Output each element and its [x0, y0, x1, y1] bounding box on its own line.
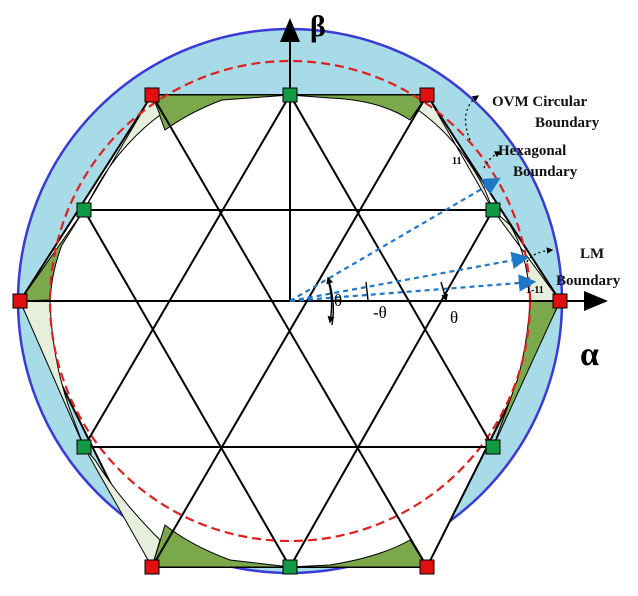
small-tag: 11 [452, 156, 461, 167]
red-marker [419, 87, 435, 103]
lm-boundary-label-2: Boundary [556, 273, 621, 289]
triangle-grid [20, 94, 560, 568]
ovm-boundary-label-1: OVM Circular [492, 94, 587, 110]
green-marker [76, 439, 92, 455]
green-marker [282, 559, 298, 575]
red-marker [144, 559, 160, 575]
red-marker [419, 559, 435, 575]
red-marker [552, 293, 568, 309]
lm-boundary-label-1: LM [580, 246, 604, 262]
neg-theta-label: -θ [373, 303, 387, 322]
leader-lines [464, 95, 554, 263]
theta-label-2: θ [450, 308, 458, 327]
beta-label: β [310, 10, 326, 43]
green-markers [76, 87, 501, 575]
ovm-boundary-label-2: Boundary [535, 115, 600, 131]
alpha-label: α [580, 336, 599, 373]
green-marker [282, 87, 298, 103]
hex-boundary-label-2: Boundary [513, 164, 578, 180]
red-marker [12, 293, 28, 309]
vector-hexagonal [289, 177, 501, 302]
hex-boundary-label-1: Hexagonal [498, 143, 566, 159]
alpha-axis [290, 291, 608, 311]
green-regions [19, 94, 561, 568]
vector-lm [289, 251, 530, 303]
vector-ovm [289, 274, 537, 303]
red-markers [12, 87, 568, 575]
theta-label-1: θ [334, 291, 342, 310]
red-marker [144, 87, 160, 103]
vertex-tag: 1-11 [526, 285, 544, 296]
beta-axis [280, 18, 300, 301]
angle-arcs [326, 276, 449, 326]
green-marker [485, 202, 501, 218]
voltage-vectors [289, 177, 537, 303]
green-marker [76, 202, 92, 218]
green-marker [485, 439, 501, 455]
